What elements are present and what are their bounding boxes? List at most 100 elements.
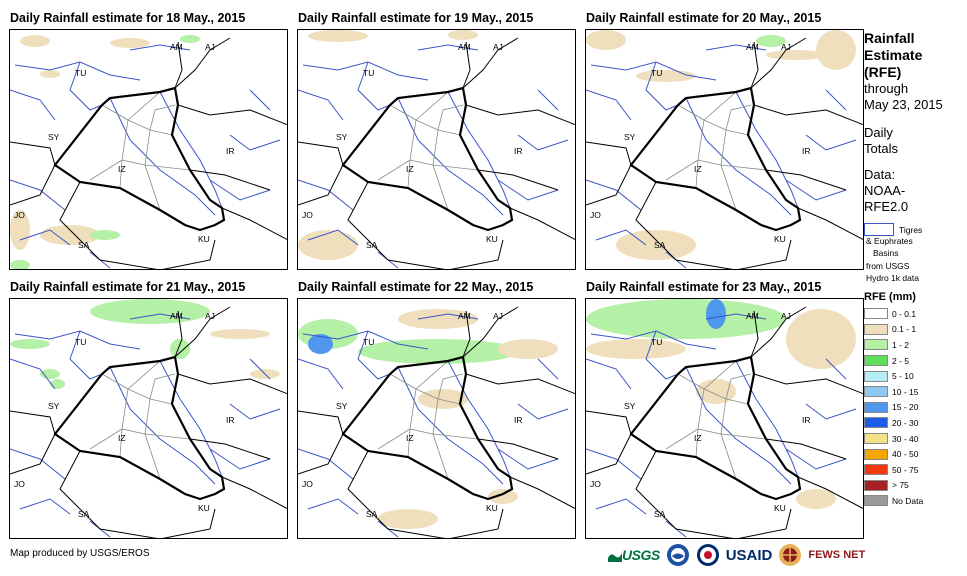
country-border [509,207,575,241]
legend-row: 2 - 5 [864,353,964,369]
rainfall-area [110,38,150,48]
basin-swatch [864,223,894,236]
province-boundary [697,398,727,435]
country-label-jo: JO [302,479,313,489]
sidebar-data-source-1: NOAA- [864,183,906,198]
province-boundary [149,104,176,131]
usgs-wave-icon [608,553,622,562]
legend-swatch [864,370,888,382]
basin-river-line [497,448,559,470]
province-boundary [720,433,737,480]
rainfall-area [10,339,50,349]
country-label-iz: IZ [406,433,414,443]
basin-river-line [129,313,191,320]
sidebar-data-label: Data: [864,167,896,182]
sidebar-heading-line3: (RFE) [864,64,902,80]
panel-title-18may: Daily Rainfall estimate for 18 May., 201… [10,11,246,25]
country-label-jo: JO [590,210,601,220]
country-border [586,141,632,166]
rainfall-area [210,329,270,339]
legend-swatch [864,448,888,460]
country-border [347,450,504,538]
country-label-ir: IR [802,415,811,425]
rainfall-area [498,339,558,359]
basin-river-line [785,448,847,470]
rainfall-area [418,389,468,409]
basin-river-line [735,360,799,478]
usgs-logo: USGS [608,547,660,563]
country-border [586,433,632,475]
basin-river-line [645,330,679,380]
country-label-ku: KU [774,503,786,513]
legend-swatch [864,401,888,413]
country-border [477,169,559,191]
rainfall-area [308,30,368,42]
legend-sidebar: Rainfall Estimate (RFE) through May 23, … [864,30,964,509]
basin-river-line [537,358,559,380]
province-boundary [89,104,129,181]
basin-river-line [417,44,479,51]
province-boundary [432,164,479,171]
legend-swatch [864,323,888,335]
basin-river-line [19,229,71,246]
country-label-am: AM [458,42,471,52]
basin-river-line [785,179,847,201]
basin-river-line [825,89,847,111]
rainfall-area [636,70,696,82]
country-label-sa: SA [78,240,90,250]
legend-label: 0 - 0.1 [892,308,917,319]
province-boundary [695,428,699,458]
country-border [765,438,847,460]
country-label-aj: AJ [205,42,215,52]
rainfall-area [50,379,65,389]
country-label-tu: TU [363,337,374,347]
country-border [797,476,863,510]
basin-river-line [805,403,857,420]
country-label-ku: KU [486,503,498,513]
country-label-sy: SY [336,132,348,142]
rainfall-area [586,339,686,359]
map-panel-21may: AM AJ TU SY IZ IR JO SA KU [9,298,288,539]
basin-river-line [109,97,216,216]
basin-river-line [705,313,767,320]
rainfall-area [786,309,856,369]
legend-list: 0 - 0.1 0.1 - 1 1 - 2 2 - 5 5 - 10 10 - 15 15 … [864,306,964,509]
country-border [59,181,216,269]
basin-label-3: Basins [873,248,899,258]
legend-row: 0.1 - 1 [864,322,964,338]
sidebar-totals: Totals [864,141,898,156]
legend-row: 5 - 10 [864,368,964,384]
rainfall-area [90,230,120,240]
basin-river-line [298,89,344,121]
basin-river-line [645,61,679,111]
country-label-ir: IR [514,146,523,156]
basin-label-2: & Euphrates [866,236,913,246]
fewsnet-globe-icon [779,544,802,566]
sidebar-through: through [864,81,909,96]
iraq-border [53,86,226,232]
rainfall-area [90,299,210,324]
country-label-iz: IZ [118,164,126,174]
usgs-logo-text: USGS [622,547,660,563]
basin-river-line [685,366,792,485]
basin-river-line [129,44,191,51]
province-boundary [437,104,464,131]
country-label-sy: SY [48,401,60,411]
country-label-ir: IR [514,415,523,425]
rainfall-area [766,50,826,60]
country-label-ir: IR [802,146,811,156]
province-boundary [121,129,151,166]
legend-swatch [864,464,888,476]
country-label-am: AM [170,42,183,52]
legend-swatch [864,355,888,367]
panel-title-22may: Daily Rainfall estimate for 22 May., 201… [298,280,534,294]
basin-river-line [298,358,344,390]
map-panel-20may: AM AJ TU SY IZ IR JO SA KU [585,29,864,270]
country-border [635,181,792,269]
country-label-ku: KU [486,234,498,244]
legend-row: 30 - 40 [864,431,964,447]
country-border [797,207,863,241]
province-boundary [437,373,464,400]
basin-river-line [10,358,56,390]
country-label-am: AM [170,311,183,321]
